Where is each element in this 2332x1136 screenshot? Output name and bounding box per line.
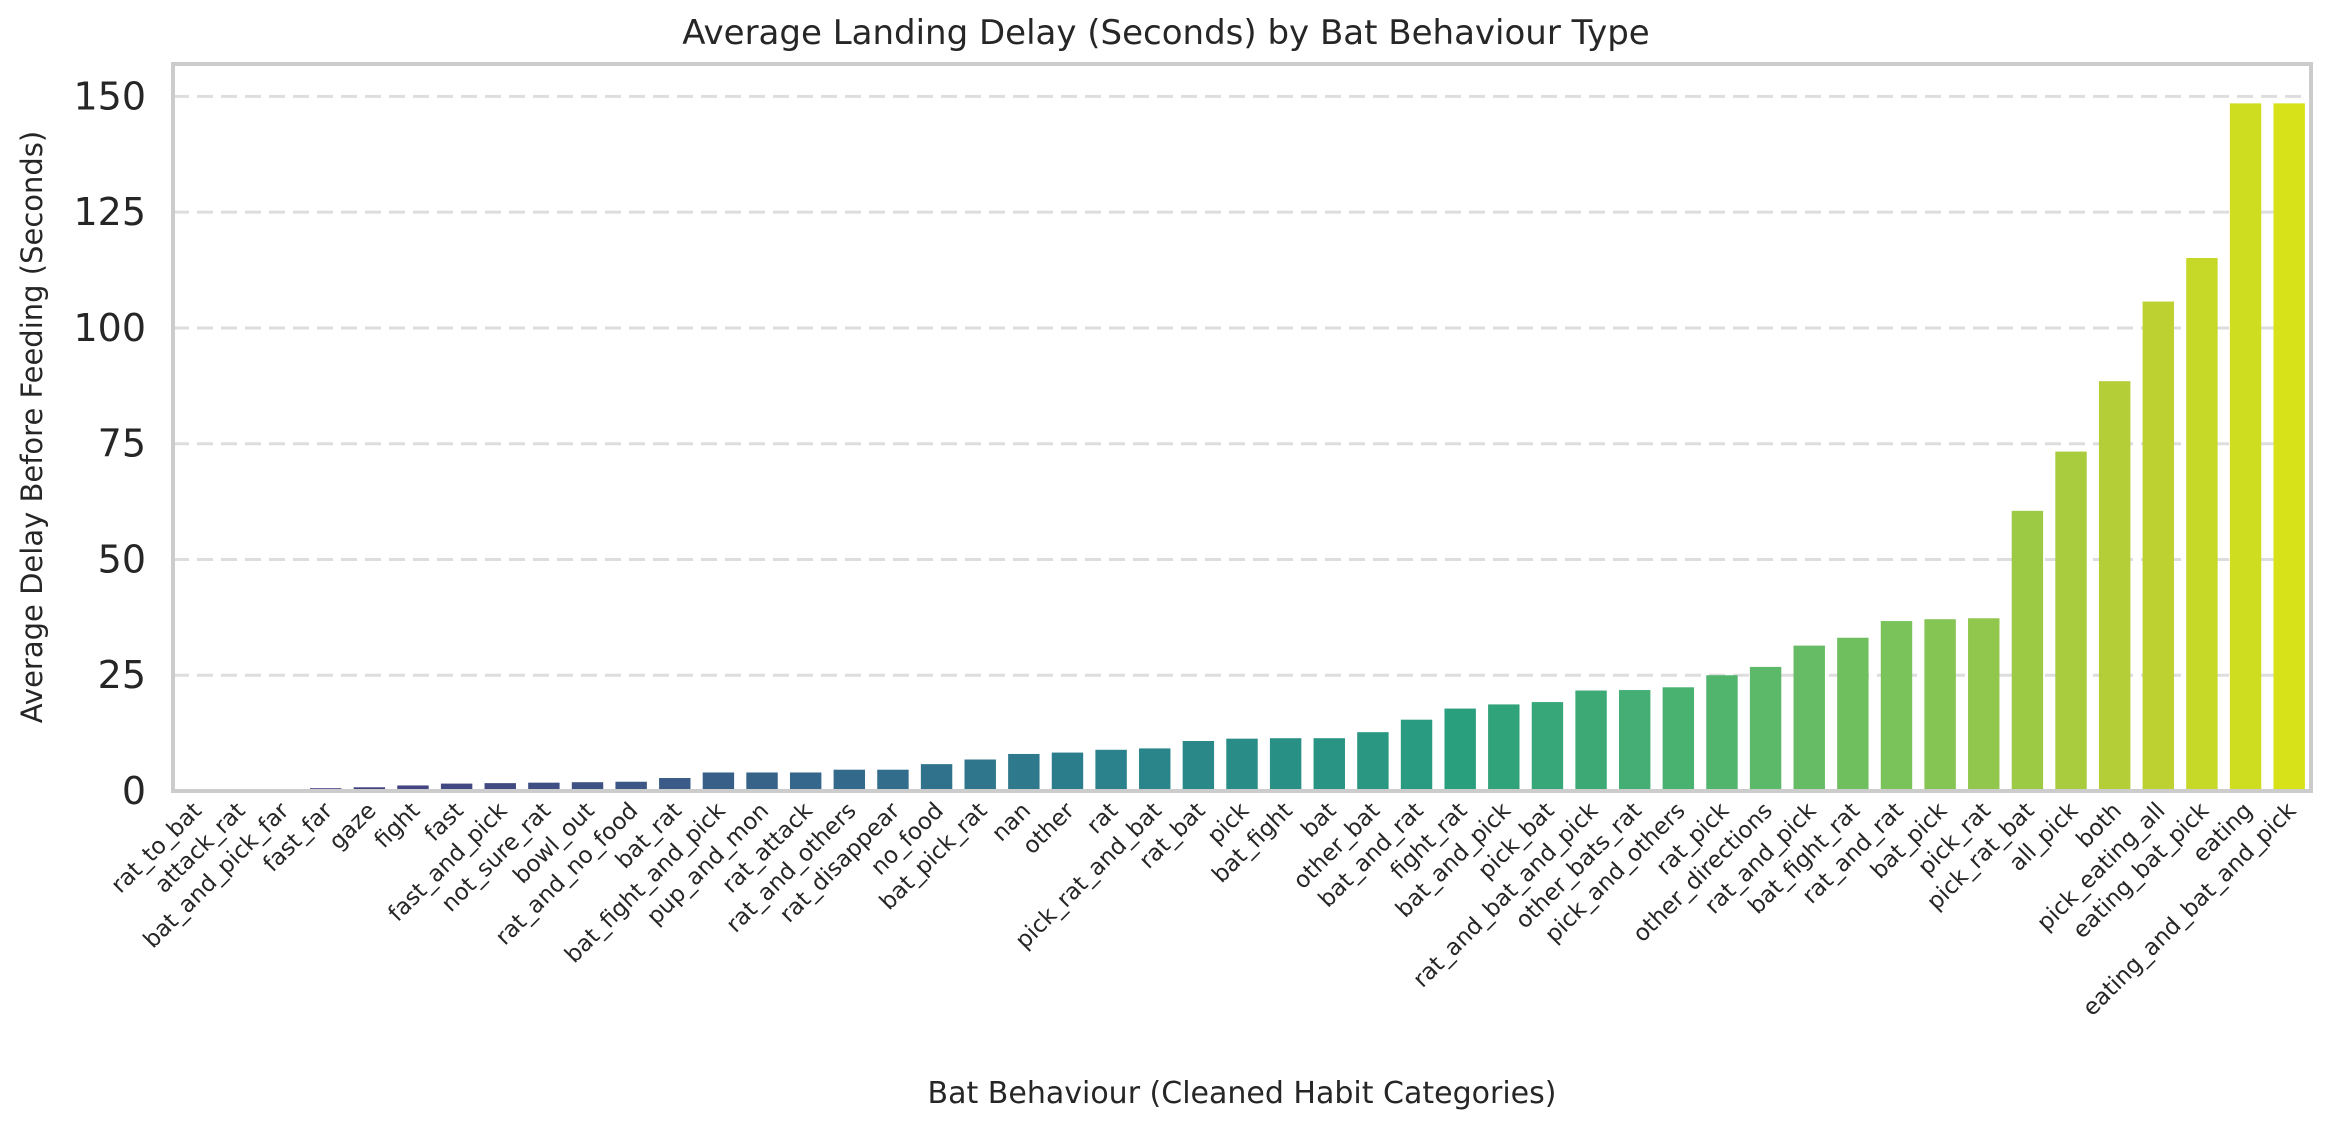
bar-bat-fight-rat [1837, 637, 1869, 791]
y-tick-label: 150 [73, 74, 146, 118]
bar-rat-disappear [877, 769, 909, 791]
bar-bowl-out [571, 782, 604, 791]
y-axis-label: Average Delay Before Feeding (Seconds) [15, 131, 49, 723]
bar-rat-and-bat-and-pick [1575, 690, 1607, 791]
grid-lines [173, 94, 2311, 677]
bar-nan [1008, 753, 1040, 791]
y-tick-label: 125 [73, 190, 146, 234]
bar-bat-rat [659, 778, 691, 791]
bar-pick-rat-bat [2011, 510, 2044, 791]
y-tick-label: 25 [98, 653, 146, 697]
x-tick-label: other [1018, 797, 1080, 859]
x-tick-labels: rat_to_batattack_ratbat_and_pick_farfast… [106, 797, 2302, 1021]
y-tick-label: 50 [98, 537, 146, 581]
bar-pick-and-others [1662, 687, 1695, 791]
bar-rat-and-no-food [615, 781, 647, 791]
y-tick-label: 100 [73, 306, 146, 350]
bar-bat-and-pick [1488, 704, 1520, 791]
bar-bat-pick [1924, 619, 1956, 791]
bar-bat [1313, 738, 1345, 791]
bar-rat-attack [789, 772, 822, 791]
y-tick-label: 0 [122, 769, 146, 813]
bar-pick-rat [1968, 618, 2000, 791]
bar-rat [1095, 749, 1127, 791]
bar-other-directions [1749, 666, 1782, 791]
bar-rat-and-pick [1793, 645, 1825, 791]
bar-bat-fight-and-pick [702, 772, 735, 791]
chart-title: Average Landing Delay (Seconds) by Bat B… [682, 13, 1649, 53]
bar-all-pick [2055, 451, 2087, 791]
bar-fast [440, 783, 473, 791]
bar-pup-and-mon [746, 772, 778, 791]
bar-other-bats-rat [1618, 690, 1651, 791]
bar-no-food [920, 764, 953, 791]
x-axis-label: Bat Behaviour (Cleaned Habit Categories) [928, 1076, 1557, 1111]
bar-both [2098, 381, 2131, 791]
bar-eating [2229, 103, 2262, 792]
bar-rat-bat [1182, 740, 1215, 791]
bar-other [1051, 752, 1084, 791]
x-tick-label: gaze [324, 798, 381, 855]
bar-rat-and-others [833, 769, 866, 791]
x-tick-label: fight [370, 798, 426, 854]
bar-fast-and-pick [484, 783, 516, 791]
bar-bat-pick-rat [964, 759, 996, 791]
y-tick-labels: 0 25 50 75 100 125 150 [73, 74, 146, 813]
bar-bat-fight [1269, 738, 1302, 791]
bar-rat-pick [1706, 675, 1738, 791]
bar-not-sure-rat [528, 782, 560, 791]
bar-pick [1226, 738, 1258, 791]
bar-eating-bat-pick [2186, 258, 2218, 791]
bars [310, 103, 2305, 792]
bar-pick-bat [1531, 702, 1564, 791]
bar-pick-rat-and-bat [1139, 748, 1171, 791]
bar-bat-and-rat [1400, 719, 1433, 791]
bar-rat-and-rat [1880, 621, 1913, 791]
bar-eating-and-bat-and-pick [2273, 103, 2305, 792]
bar-other-bat [1357, 732, 1389, 791]
bar-pick-eating-all [2142, 301, 2174, 791]
y-tick-label: 75 [98, 422, 146, 466]
bar-fight [397, 785, 429, 791]
bar-fight-rat [1444, 708, 1476, 791]
plot-frame [171, 62, 2313, 793]
